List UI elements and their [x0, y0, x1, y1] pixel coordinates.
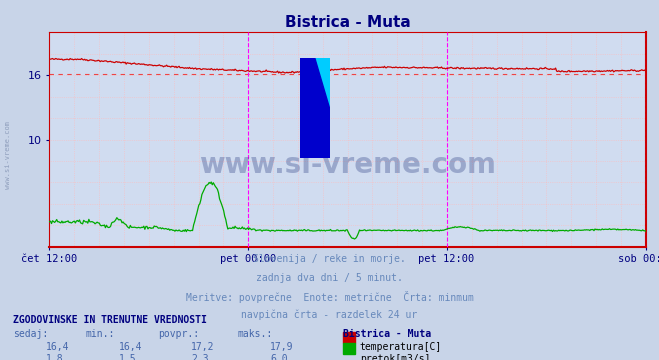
- Text: www.si-vreme.com: www.si-vreme.com: [199, 151, 496, 179]
- Text: Slovenija / reke in morje.: Slovenija / reke in morje.: [253, 254, 406, 264]
- Text: povpr.:: povpr.:: [158, 329, 199, 339]
- Text: pretok[m3/s]: pretok[m3/s]: [360, 354, 430, 360]
- Text: 17,9: 17,9: [270, 342, 294, 352]
- Text: 6,0: 6,0: [270, 354, 288, 360]
- Text: zadnja dva dni / 5 minut.: zadnja dva dni / 5 minut.: [256, 273, 403, 283]
- Text: 1,5: 1,5: [119, 354, 136, 360]
- Text: 16,4: 16,4: [46, 342, 70, 352]
- Text: 2,3: 2,3: [191, 354, 209, 360]
- Text: Bistrica - Muta: Bistrica - Muta: [343, 329, 431, 339]
- Polygon shape: [300, 58, 330, 158]
- Text: temperatura[C]: temperatura[C]: [360, 342, 442, 352]
- Text: sedaj:: sedaj:: [13, 329, 48, 339]
- Text: navpična črta - razdelek 24 ur: navpična črta - razdelek 24 ur: [241, 310, 418, 320]
- Text: www.si-vreme.com: www.si-vreme.com: [5, 121, 11, 189]
- Text: ZGODOVINSKE IN TRENUTNE VREDNOSTI: ZGODOVINSKE IN TRENUTNE VREDNOSTI: [13, 315, 207, 325]
- Polygon shape: [300, 58, 330, 158]
- Text: 1,8: 1,8: [46, 354, 64, 360]
- Title: Bistrica - Muta: Bistrica - Muta: [285, 15, 411, 30]
- Text: 17,2: 17,2: [191, 342, 215, 352]
- Text: min.:: min.:: [86, 329, 115, 339]
- Text: 16,4: 16,4: [119, 342, 142, 352]
- Text: maks.:: maks.:: [237, 329, 272, 339]
- Text: Meritve: povprečne  Enote: metrične  Črta: minmum: Meritve: povprečne Enote: metrične Črta:…: [186, 291, 473, 303]
- Polygon shape: [315, 58, 330, 108]
